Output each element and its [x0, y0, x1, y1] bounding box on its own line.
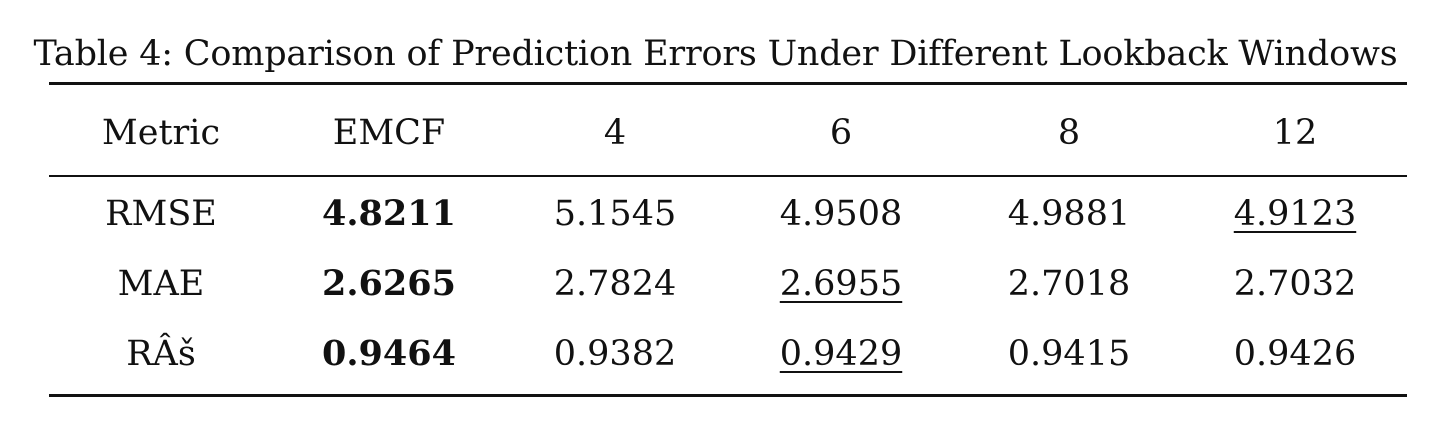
table-row-r2: RÂš 0.9464 0.9382 0.9429 0.9415 0.9426	[49, 328, 1407, 380]
cell-emcf-best: 0.9464	[322, 333, 456, 374]
cell-window-12: 0.9426	[1233, 334, 1357, 374]
row-label: MAE	[117, 264, 205, 304]
cell-emcf-best: 4.8211	[322, 193, 456, 234]
bottom-rule	[49, 394, 1407, 397]
cell-emcf-best: 2.6265	[322, 263, 456, 304]
top-rule	[49, 82, 1407, 85]
cell-window-4: 5.1545	[553, 194, 677, 234]
cell-window-6-second-best: 2.6955	[779, 264, 903, 304]
cell-window-12: 2.7032	[1233, 264, 1357, 304]
header-rule	[49, 175, 1407, 177]
header-cell-window-8: 8	[1057, 113, 1081, 153]
header-row: Metric EMCF 4 6 8 12	[49, 107, 1407, 159]
header-cell-emcf: EMCF	[332, 113, 446, 153]
cell-window-8: 0.9415	[1007, 334, 1131, 374]
header-cell-window-6: 6	[829, 113, 853, 153]
cell-window-4: 2.7824	[553, 264, 677, 304]
cell-window-8: 2.7018	[1007, 264, 1131, 304]
header-cell-window-4: 4	[603, 113, 627, 153]
header-cell-metric: Metric	[101, 113, 221, 153]
header-cell-window-12: 12	[1272, 113, 1318, 153]
table-row-mae: MAE 2.6265 2.7824 2.6955 2.7018 2.7032	[49, 258, 1407, 310]
table-caption: Table 4: Comparison of Prediction Errors…	[33, 34, 1398, 74]
row-label: RMSE	[105, 194, 217, 234]
cell-window-6: 4.9508	[779, 194, 903, 234]
table-row-rmse: RMSE 4.8211 5.1545 4.9508 4.9881 4.9123	[49, 188, 1407, 240]
row-label: RÂš	[126, 334, 196, 374]
cell-window-6-second-best: 0.9429	[779, 334, 903, 374]
cell-window-8: 4.9881	[1007, 194, 1131, 234]
cell-window-12-second-best: 4.9123	[1233, 194, 1357, 234]
cell-window-4: 0.9382	[553, 334, 677, 374]
